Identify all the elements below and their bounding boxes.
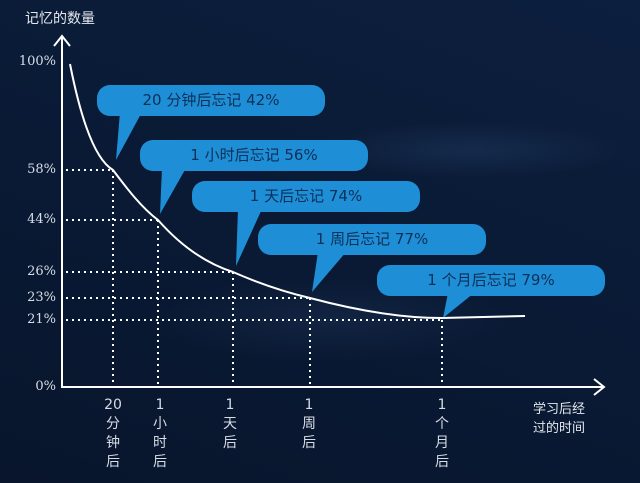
callout-1month: 1 个月后忘记 79% (377, 265, 605, 296)
y-tick-100: 100% (18, 54, 56, 69)
y-axis-title: 记忆的数量 (25, 11, 95, 27)
guide-lines (66, 169, 443, 384)
y-tick-44: 44% (27, 212, 56, 227)
x-tick-1month: 1 个 月 后 (435, 397, 449, 470)
axes (53, 34, 606, 396)
callout-1week: 1 周后忘记 77% (258, 224, 486, 255)
y-tick-0: 0% (35, 379, 56, 394)
callout-tails (116, 112, 474, 318)
forgetting-curve-line (69, 63, 526, 320)
callout-20min: 20 分钟后忘记 42% (97, 85, 325, 116)
y-axis-arrow-icon (53, 34, 71, 47)
x-tick-1week: 1 周 后 (302, 397, 316, 451)
callout-1day: 1 天后忘记 74% (192, 181, 420, 212)
y-tick-21: 21% (27, 312, 56, 327)
x-axis-title: 学习后经 过的时间 (533, 402, 586, 436)
x-tick-1hour: 1 小 时 后 (153, 397, 167, 470)
y-tick-26: 26% (27, 264, 56, 279)
y-tick-58: 58% (27, 162, 56, 177)
x-tick-20min: 20 分 钟 后 (104, 397, 122, 470)
y-tick-23: 23% (27, 290, 56, 305)
x-tick-1day: 1 天 后 (223, 397, 237, 451)
callout-1hour: 1 小时后忘记 56% (140, 140, 368, 171)
x-axis-arrow-icon (593, 378, 606, 396)
